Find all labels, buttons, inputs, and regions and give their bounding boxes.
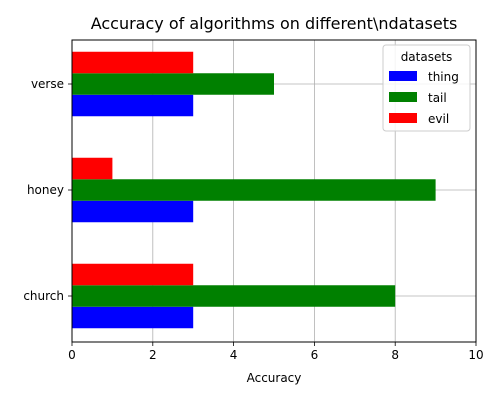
bar-evil-church <box>72 263 194 286</box>
bar-thing-verse <box>72 94 194 117</box>
bar-evil-honey <box>72 157 113 180</box>
chart-title: Accuracy of algorithms on different\ndat… <box>91 14 458 33</box>
x-tick-label: 8 <box>391 348 399 362</box>
legend-title: datasets <box>401 50 453 64</box>
x-axis-label: Accuracy <box>247 371 302 385</box>
bars <box>72 51 436 329</box>
x-tick-label: 2 <box>149 348 157 362</box>
legend-items: thing tail evil <box>389 70 459 126</box>
x-tick-label: 0 <box>68 348 76 362</box>
legend-label-evil: evil <box>428 112 449 126</box>
bar-tail-verse <box>72 73 274 95</box>
legend-box <box>382 44 471 132</box>
axis-ticks: 0 2 4 6 8 10 church honey verse <box>23 77 483 362</box>
legend-label-thing: thing <box>428 70 459 84</box>
bar-tail-honey <box>72 179 436 201</box>
legend: datasets thing tail evil <box>382 44 471 132</box>
bar-thing-church <box>72 306 194 329</box>
x-tick-label: 10 <box>468 348 483 362</box>
legend-swatch-evil <box>389 113 417 123</box>
bar-evil-verse <box>72 51 194 74</box>
y-tick-label-church: church <box>23 289 64 303</box>
y-tick-label-honey: honey <box>27 183 64 197</box>
plot-frame <box>71 39 477 343</box>
legend-swatch-tail <box>389 92 417 102</box>
bar-tail-church <box>72 285 396 307</box>
x-tick-label: 4 <box>230 348 238 362</box>
y-tick-label-verse: verse <box>31 77 64 91</box>
legend-label-tail: tail <box>428 91 447 105</box>
bar-thing-honey <box>72 200 194 223</box>
legend-swatch-thing <box>389 71 417 81</box>
x-tick-label: 6 <box>311 348 319 362</box>
